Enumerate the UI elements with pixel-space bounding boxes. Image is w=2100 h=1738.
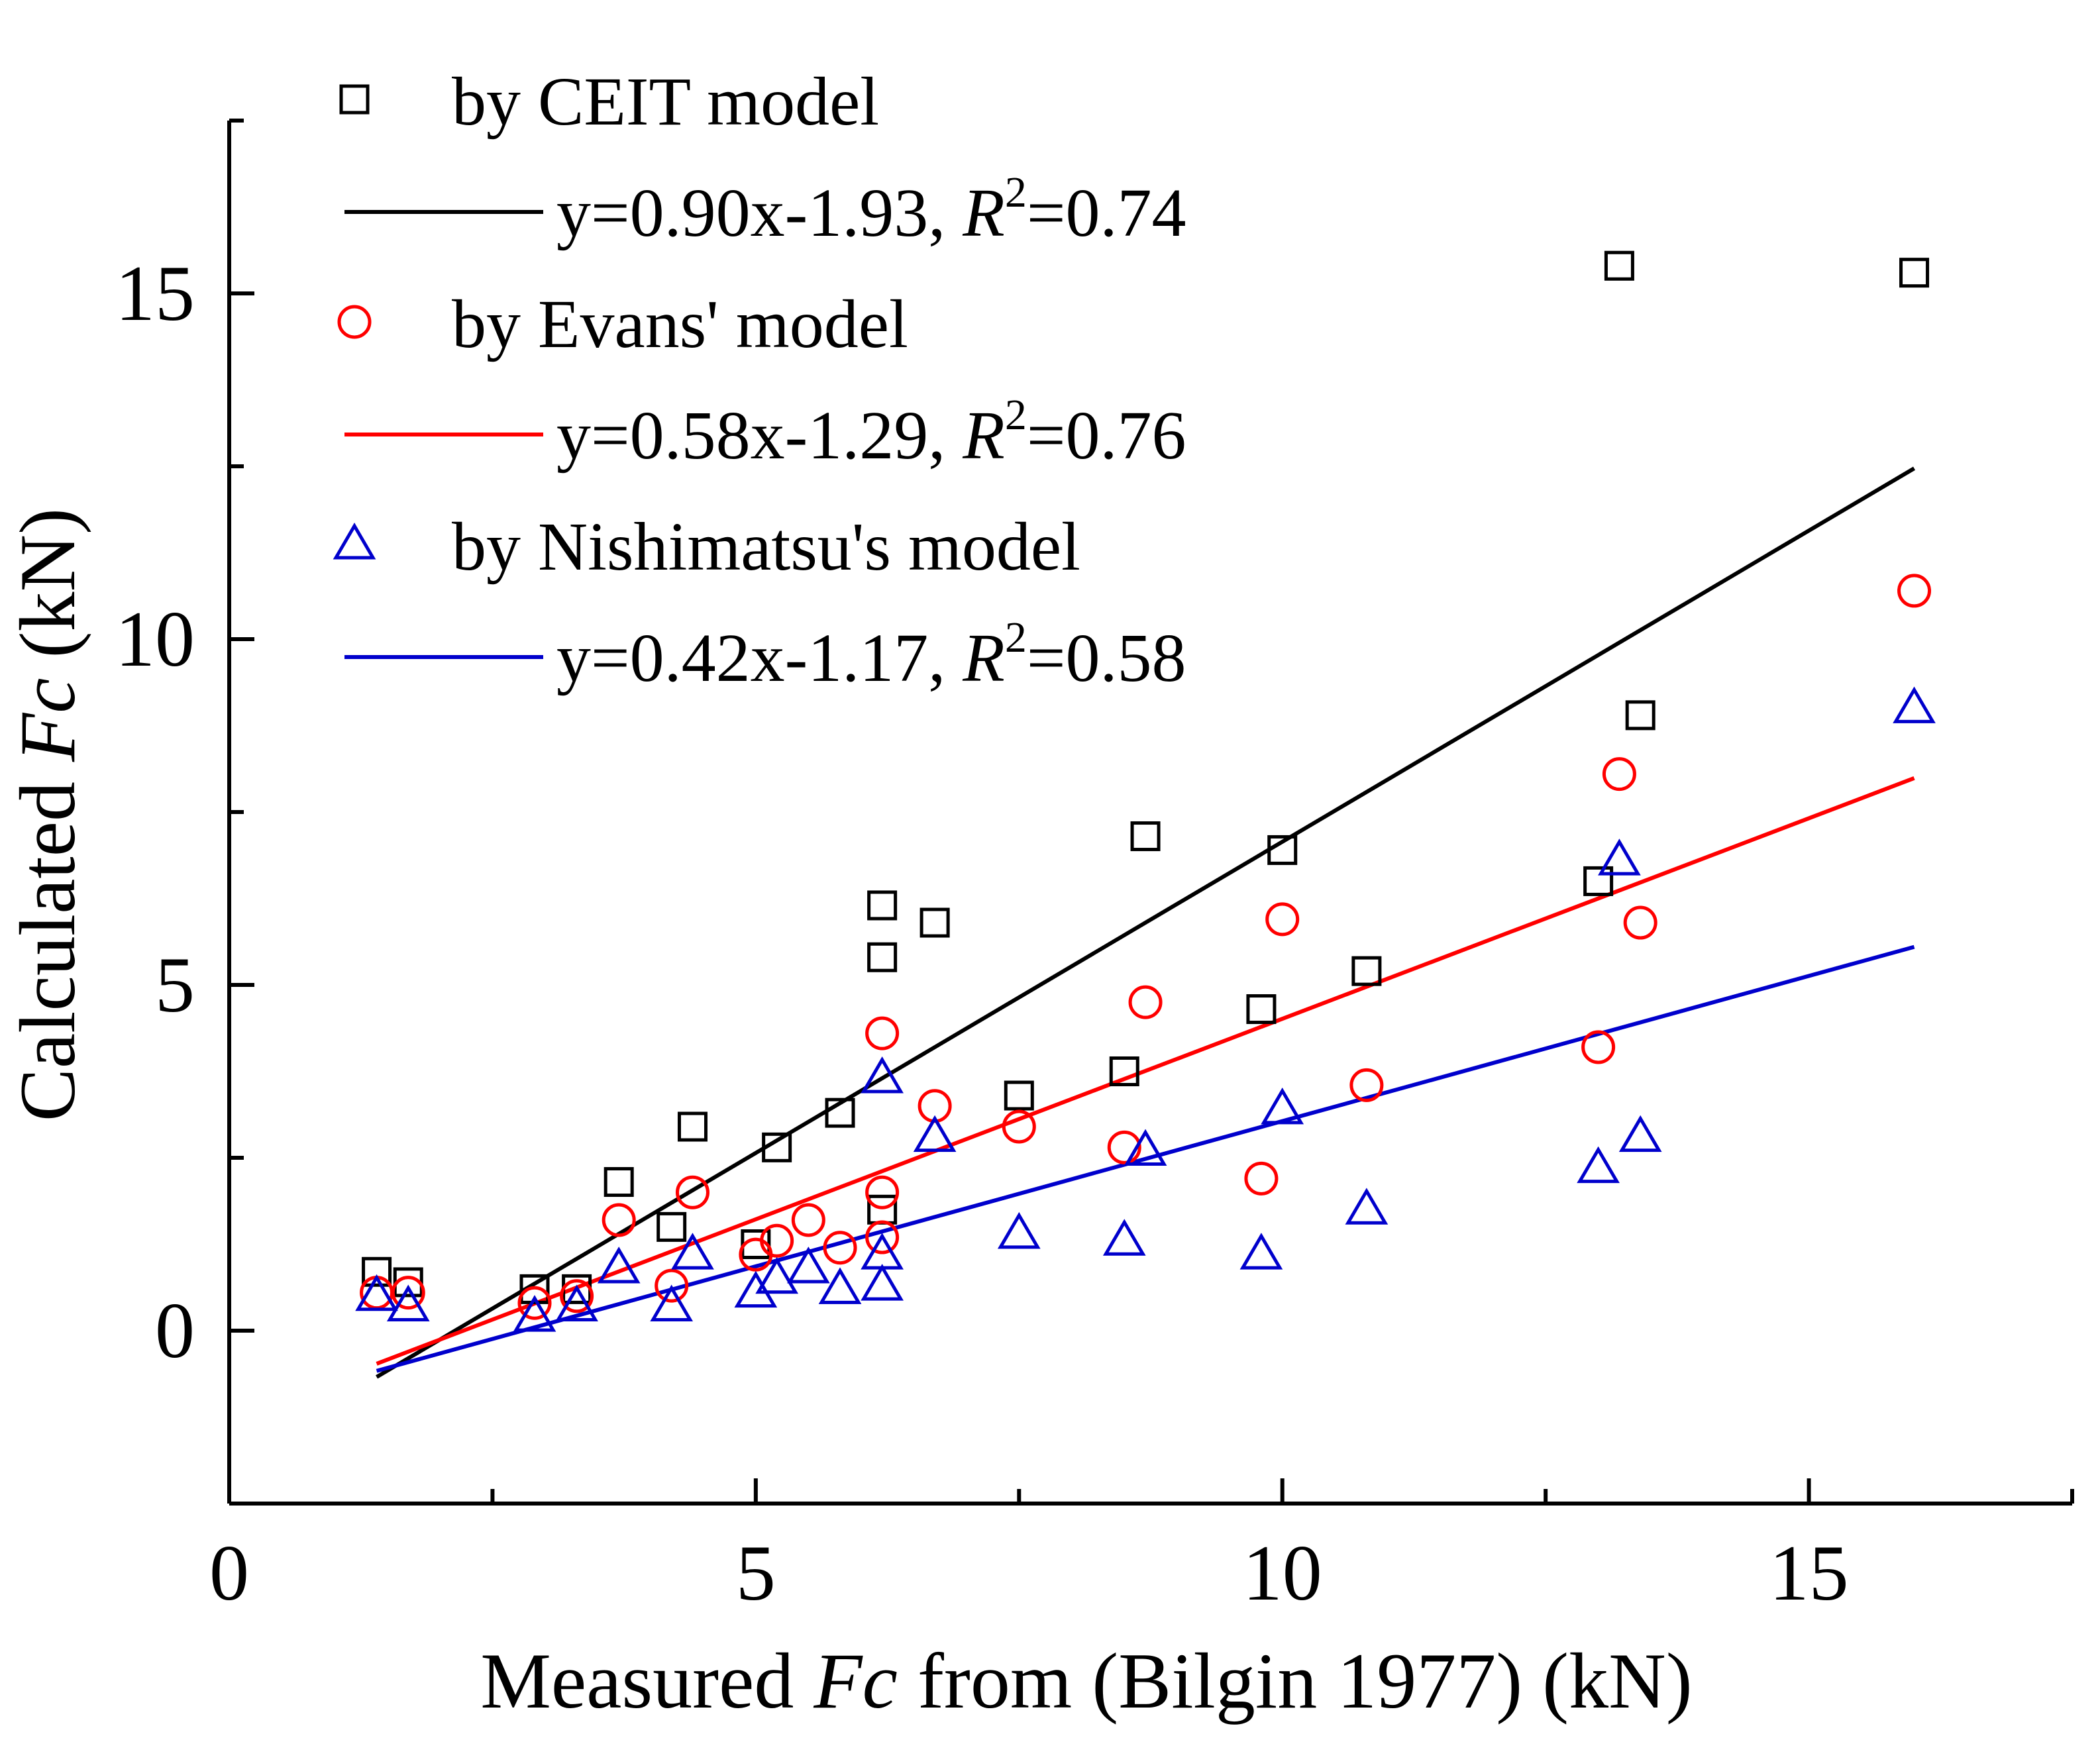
data-point: [734, 1270, 778, 1308]
legend-label: by Evans' model: [452, 286, 908, 362]
data-point: [671, 1233, 714, 1270]
x-tick-label: 5: [736, 1529, 776, 1617]
data-point: [1604, 250, 1634, 281]
data-point: [867, 942, 898, 972]
data-point: [517, 1286, 552, 1320]
data-point: [865, 1016, 900, 1050]
fit-line-series-1: [376, 466, 1916, 1379]
data-point: [825, 1098, 855, 1128]
x-tick-label: 10: [1243, 1529, 1322, 1617]
data-point: [555, 1284, 598, 1321]
data-point: [355, 1274, 398, 1311]
fit-line-series-2: [376, 776, 1915, 1366]
data-point: [867, 1194, 898, 1225]
data-point: [1244, 1161, 1279, 1196]
series-2-points: [360, 574, 1932, 1320]
data-point: [1893, 686, 1936, 723]
data-point: [1130, 821, 1161, 852]
data-point: [1246, 994, 1277, 1025]
data-point: [760, 1223, 794, 1258]
y-tick-label: 10: [115, 595, 195, 683]
data-point: [677, 1111, 708, 1142]
data-point: [1128, 985, 1163, 1019]
legend: by CEIT model y=0.90x-1.93, R2=0.74 by Eva…: [333, 64, 1186, 696]
data-point: [861, 1056, 904, 1094]
data-point: [602, 1203, 636, 1237]
data-point: [1265, 902, 1300, 937]
y-tick-label: 15: [115, 249, 195, 337]
data-point: [675, 1175, 709, 1209]
legend-marker-square: [339, 84, 370, 115]
data-point: [818, 1267, 862, 1304]
x-tick-label: 15: [1769, 1529, 1849, 1617]
data-point: [1625, 700, 1655, 731]
data-point: [755, 1256, 799, 1294]
data-point: [650, 1284, 694, 1321]
data-point: [791, 1203, 825, 1237]
data-point: [391, 1276, 425, 1310]
y-axis-title: Calculated Fc (kN): [3, 508, 91, 1121]
data-point: [604, 1167, 634, 1198]
data-point: [865, 1175, 900, 1209]
legend-label: by Nishimatsu's model: [452, 509, 1080, 585]
legend-fit-equation: y=0.58x-1.29, R2=0.76: [556, 391, 1186, 474]
data-point: [1577, 1146, 1620, 1184]
data-point: [386, 1284, 430, 1321]
data-point: [597, 1247, 641, 1284]
data-point: [1109, 1056, 1139, 1086]
axes: 0 5 10 15 0 5 10 15: [115, 119, 2074, 1617]
data-point: [1351, 956, 1382, 986]
data-point: [861, 1264, 904, 1301]
data-point: [1261, 1087, 1304, 1125]
data-point: [1239, 1233, 1283, 1270]
data-point: [1267, 835, 1298, 865]
data-point: [823, 1231, 857, 1265]
data-point: [919, 907, 950, 938]
fit-line-series-3: [376, 945, 1915, 1373]
legend-marker-triangle: [333, 523, 376, 560]
x-axis-title: Measured Fc from (Bilgin 1977) (kN): [480, 1637, 1693, 1725]
data-point: [762, 1132, 792, 1162]
data-point: [1102, 1219, 1146, 1256]
x-tick-label: 0: [209, 1529, 249, 1617]
data-point: [1618, 1115, 1662, 1152]
data-point: [786, 1247, 830, 1284]
data-point: [1897, 574, 1932, 608]
data-point: [1581, 1030, 1616, 1064]
data-point: [997, 1211, 1041, 1249]
data-point: [1583, 866, 1614, 896]
data-point: [519, 1274, 550, 1304]
data-point: [865, 1220, 900, 1254]
data-point: [1004, 1080, 1034, 1111]
legend-fit-equation: y=0.90x-1.93, R2=0.74: [556, 168, 1186, 251]
legend-marker-circle: [337, 305, 372, 339]
data-point: [1107, 1130, 1141, 1164]
data-point: [867, 890, 898, 921]
data-point: [913, 1115, 957, 1152]
plot-area: [355, 250, 1936, 1379]
data-point: [1899, 258, 1930, 288]
data-point: [655, 1268, 689, 1303]
data-point: [656, 1211, 687, 1242]
data-point: [513, 1295, 556, 1332]
y-tick-label: 5: [155, 941, 195, 1029]
data-point: [1002, 1109, 1036, 1144]
data-point: [1345, 1188, 1389, 1225]
data-point: [560, 1279, 594, 1313]
data-point: [1349, 1068, 1384, 1102]
data-point: [362, 1256, 392, 1287]
data-point: [1602, 757, 1636, 792]
legend-label: by CEIT model: [452, 64, 879, 140]
data-point: [1598, 839, 1641, 876]
data-point: [1623, 905, 1657, 940]
y-tick-label: 0: [155, 1286, 195, 1374]
data-point: [1124, 1129, 1167, 1166]
series-3-points: [355, 686, 1936, 1332]
legend-fit-equation: y=0.42x-1.17, R2=0.58: [556, 613, 1186, 696]
